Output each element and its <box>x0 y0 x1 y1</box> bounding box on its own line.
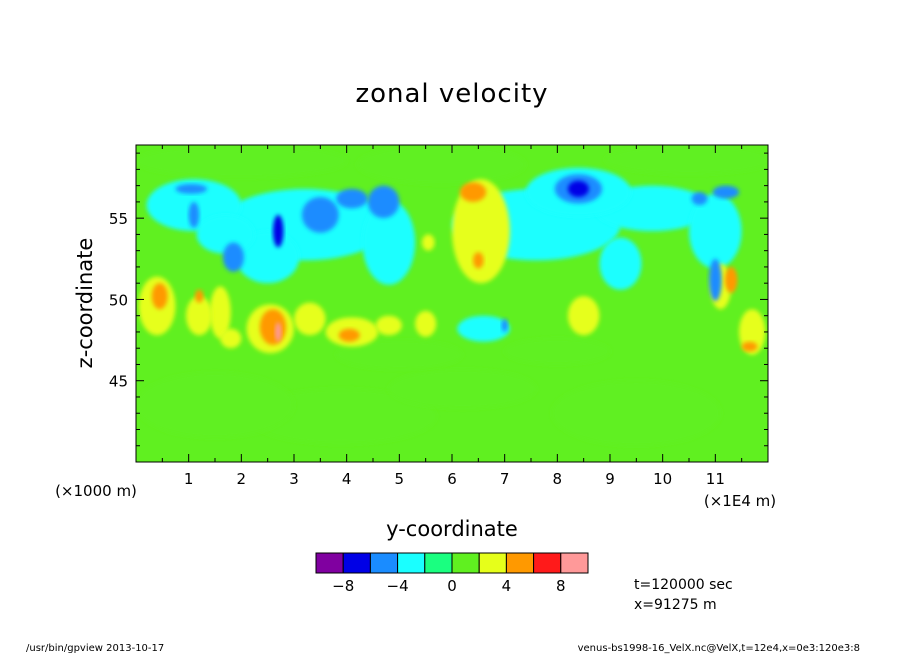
x-tick-label: 4 <box>342 470 352 488</box>
colorbar-tick-label: −4 <box>387 577 409 595</box>
contour-region <box>599 237 642 290</box>
contour-region <box>712 185 740 199</box>
contour-region <box>188 201 200 228</box>
contour-region <box>272 214 284 248</box>
contour-region <box>246 388 437 445</box>
contour-region <box>415 310 437 337</box>
contour-region <box>275 322 282 342</box>
contour-region <box>222 242 244 272</box>
position-annotation: x=91275 m <box>634 597 717 613</box>
colorbar-swatch <box>560 552 589 574</box>
contour-regions <box>136 145 768 446</box>
colorbar-swatch <box>369 552 399 574</box>
contour-region <box>457 315 510 342</box>
y-axis-ticks: 45 50 55 <box>109 152 768 463</box>
contour-region <box>691 192 708 206</box>
contour-region <box>151 283 168 310</box>
footer-right: venus-bs1998-16_VelX.nc@VelX,t=12e4,x=0e… <box>578 643 860 654</box>
contour-region <box>175 184 208 194</box>
contour-region <box>689 193 742 269</box>
y-axis-units: (×1000 m) <box>55 482 137 500</box>
colorbar-tick-label: 0 <box>447 577 457 595</box>
x-tick-label: 10 <box>653 470 672 488</box>
contour-region <box>421 234 435 251</box>
colorbar-swatch <box>533 552 562 574</box>
contour-region <box>567 180 589 198</box>
contour-region <box>259 309 287 345</box>
contour-region <box>209 286 231 339</box>
contour-region <box>724 266 738 293</box>
colorbar <box>315 552 589 574</box>
contour-region <box>186 296 213 336</box>
colorbar-swatch <box>424 552 453 574</box>
x-axis-ticks: 1 2 3 4 5 6 7 8 9 10 11 <box>135 145 769 488</box>
contour-region <box>136 145 347 178</box>
x-tick-label: 8 <box>553 470 563 488</box>
contour-region <box>709 258 722 302</box>
colorbar-swatch <box>315 552 344 574</box>
x-tick-label: 9 <box>605 470 615 488</box>
contour-region <box>362 200 416 285</box>
y-tick-label: 50 <box>109 291 128 309</box>
colorbar-swatch <box>342 552 371 574</box>
contour-region <box>357 145 526 185</box>
time-annotation: t=120000 sec <box>634 577 733 593</box>
chart-title: zonal velocity <box>355 79 548 109</box>
y-axis-label: z-coordinate <box>73 238 97 369</box>
colorbar-swatch <box>478 552 507 574</box>
x-tick-label: 6 <box>447 470 457 488</box>
x-tick-label: 11 <box>706 470 725 488</box>
contour-region <box>336 188 368 209</box>
colorbar-swatch <box>505 552 535 574</box>
x-axis-label: y-coordinate <box>386 517 518 541</box>
colorbar-swatch <box>397 552 426 574</box>
contour-region <box>504 338 610 365</box>
contour-region <box>196 214 255 254</box>
contour-region <box>552 380 721 446</box>
footer-left: /usr/bin/gpview 2013-10-17 <box>26 643 164 654</box>
colorbar-swatch <box>451 552 480 574</box>
colorbar-tick-labels: −8 −4 0 4 8 <box>332 577 565 595</box>
colorbar-tick-label: 4 <box>502 577 512 595</box>
x-tick-label: 1 <box>184 470 194 488</box>
contour-region <box>136 372 294 438</box>
contour-region <box>459 182 487 202</box>
contour-region <box>301 197 339 233</box>
contour-region <box>388 369 537 409</box>
contour-region <box>294 302 326 336</box>
x-tick-label: 7 <box>500 470 510 488</box>
x-tick-label: 5 <box>395 470 405 488</box>
y-tick-label: 55 <box>109 210 128 228</box>
contour-region <box>501 318 508 332</box>
x-tick-label: 3 <box>289 470 299 488</box>
colorbar-tick-label: −8 <box>332 577 354 595</box>
contour-region <box>236 231 300 284</box>
contour-region <box>338 328 360 342</box>
y-tick-label: 45 <box>109 373 128 391</box>
contour-region <box>336 340 463 370</box>
contour-region <box>367 185 400 219</box>
contour-region <box>604 145 768 175</box>
contour-region <box>741 341 758 352</box>
contour-region <box>220 328 242 349</box>
x-axis-units: (×1E4 m) <box>704 492 776 510</box>
x-tick-label: 2 <box>237 470 247 488</box>
contour-region <box>473 252 484 269</box>
contour-region <box>567 296 600 336</box>
contour-region <box>375 315 402 336</box>
contour-region <box>452 179 510 284</box>
colorbar-tick-label: 8 <box>556 577 566 595</box>
contour-region <box>194 289 204 303</box>
